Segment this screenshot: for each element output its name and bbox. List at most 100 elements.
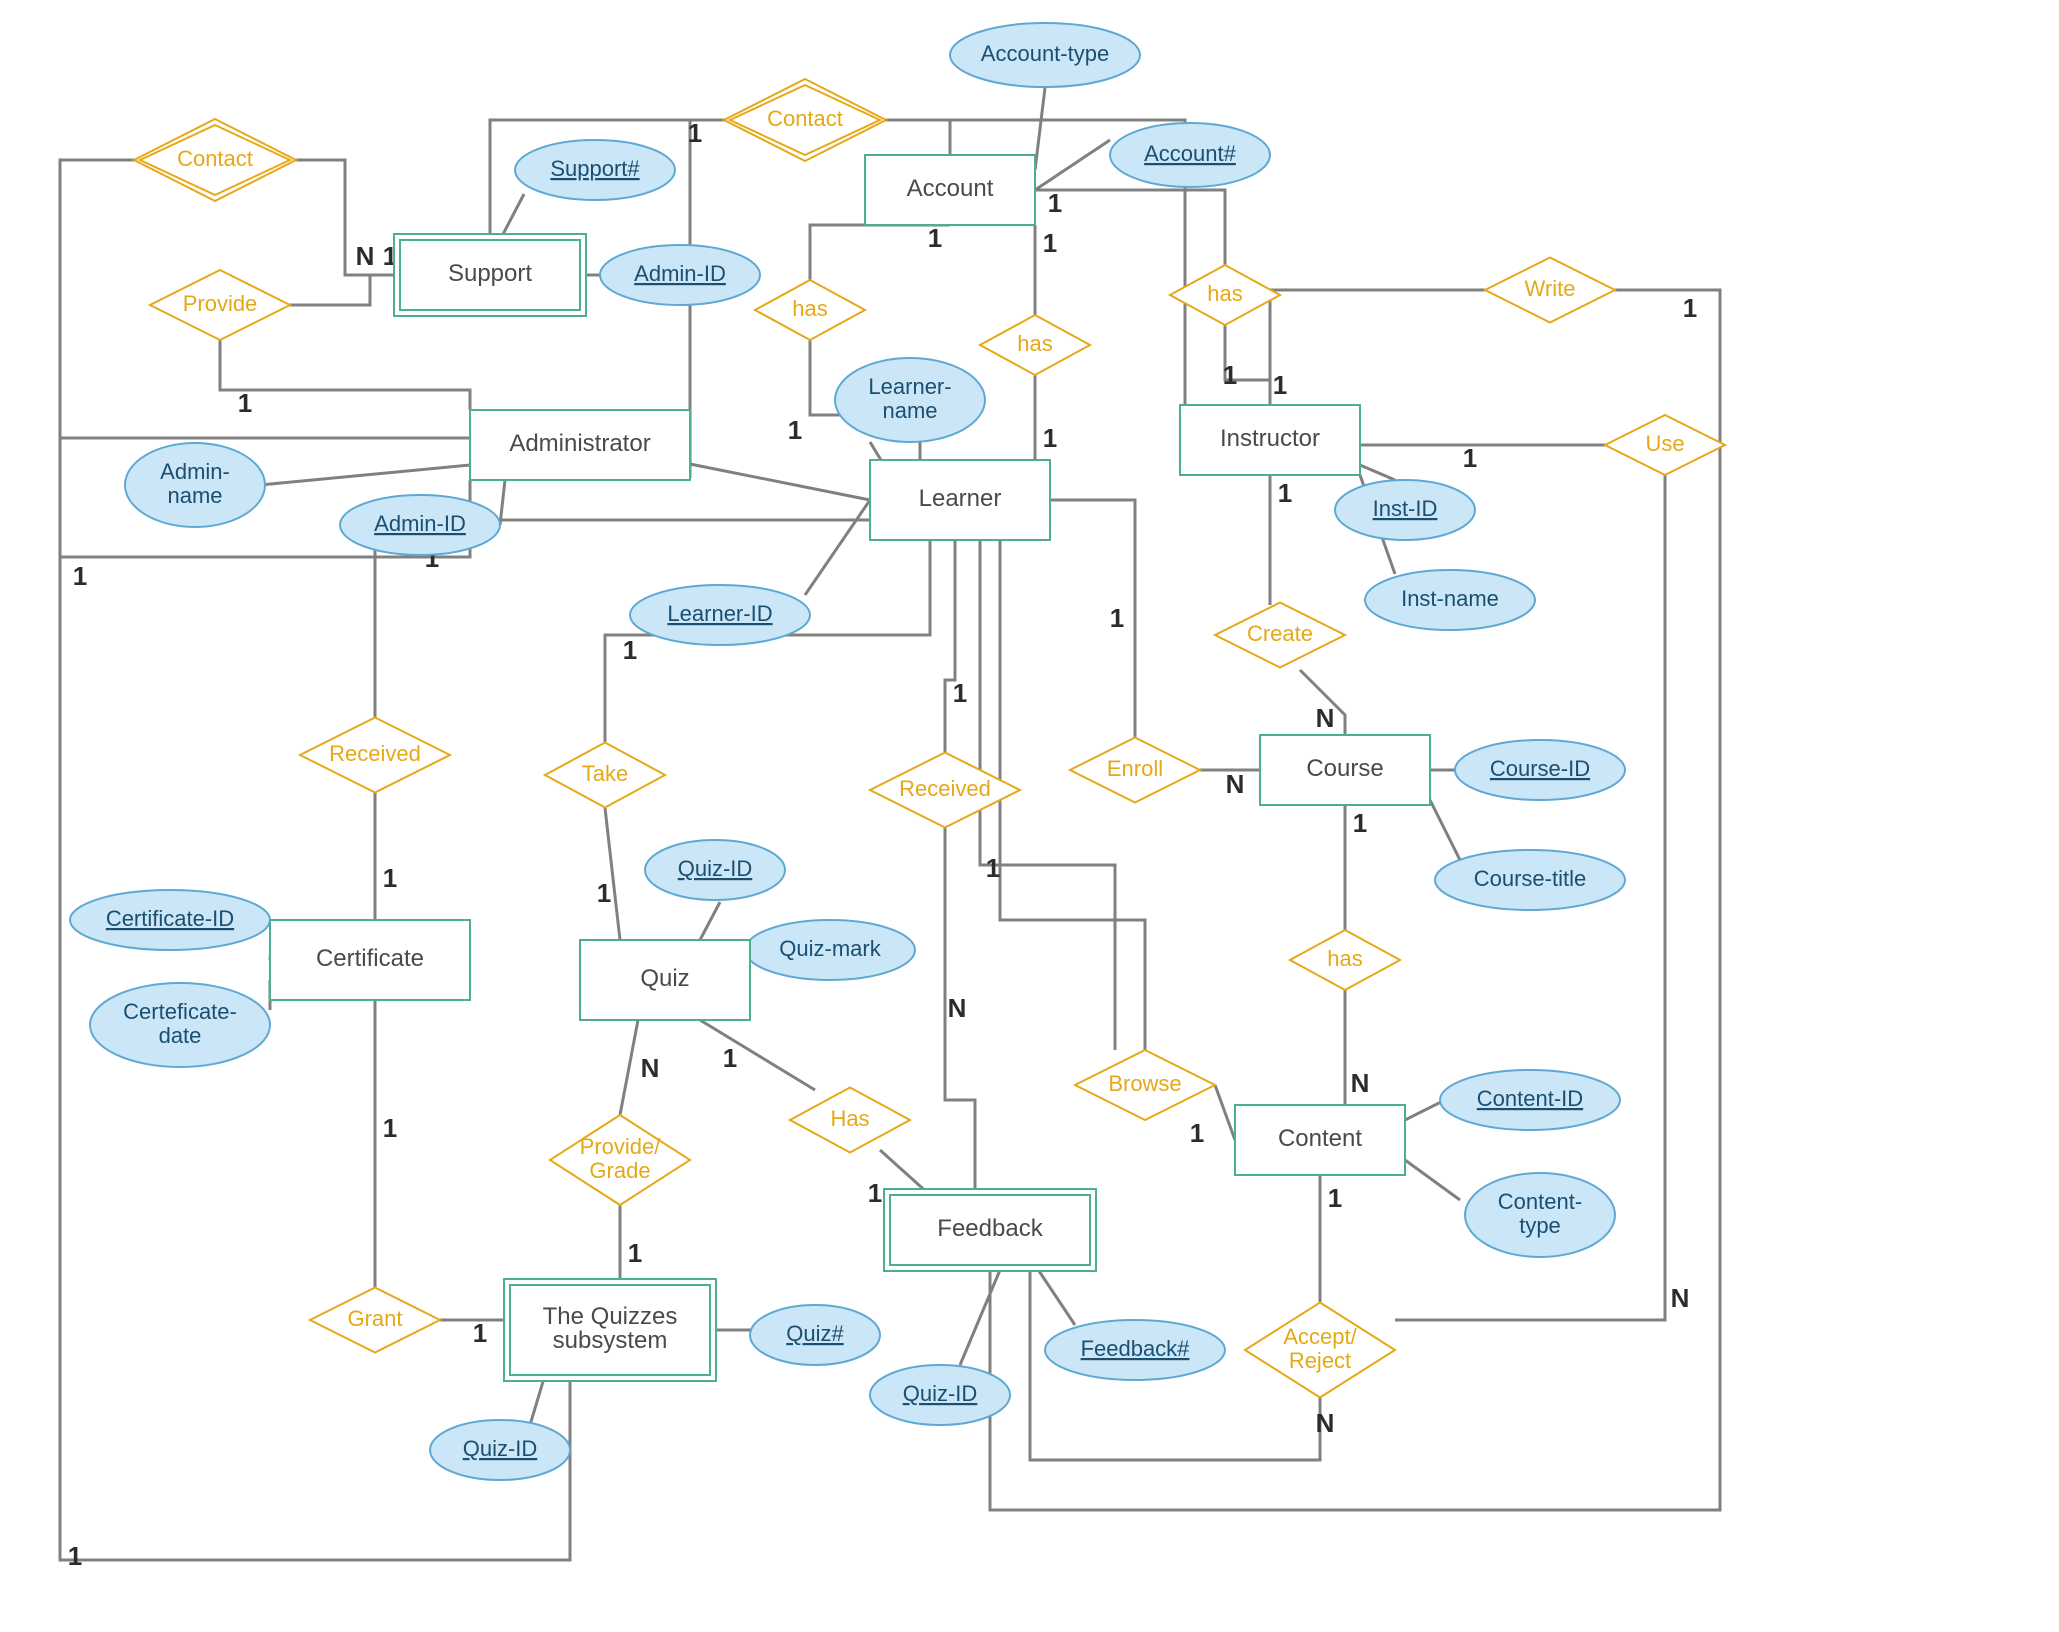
rel-r_contact2: Contact bbox=[724, 79, 886, 161]
rel-r_received2: Received bbox=[870, 753, 1020, 828]
svg-text:1: 1 bbox=[1048, 188, 1062, 218]
svg-text:Provide/Grade: Provide/Grade bbox=[580, 1134, 662, 1183]
rel-r_provide: Provide bbox=[150, 270, 290, 340]
svg-text:1: 1 bbox=[1683, 293, 1697, 323]
svg-text:Learner-ID: Learner-ID bbox=[667, 601, 772, 626]
svg-text:has: has bbox=[1017, 331, 1052, 356]
svg-text:1: 1 bbox=[1328, 1183, 1342, 1213]
attr-a_instid: Inst-ID bbox=[1335, 480, 1475, 540]
svg-text:1: 1 bbox=[868, 1178, 882, 1208]
svg-text:has: has bbox=[1207, 281, 1242, 306]
rel-r_hascourse: has bbox=[1290, 930, 1400, 990]
attr-a_certdate: Certeficate-date bbox=[90, 983, 270, 1067]
svg-text:Inst-name: Inst-name bbox=[1401, 586, 1499, 611]
rel-r_write: Write bbox=[1485, 258, 1615, 323]
svg-text:1: 1 bbox=[1223, 360, 1237, 390]
svg-text:Received: Received bbox=[329, 741, 421, 766]
svg-text:has: has bbox=[792, 296, 827, 321]
attr-a_accountno: Account# bbox=[1110, 123, 1270, 187]
svg-text:Administrator: Administrator bbox=[509, 430, 650, 457]
svg-text:Accept/Reject: Accept/Reject bbox=[1283, 1324, 1357, 1373]
svg-text:Feedback#: Feedback# bbox=[1081, 1336, 1191, 1361]
attr-a_quizno: Quiz# bbox=[750, 1305, 880, 1365]
svg-text:Admin-ID: Admin-ID bbox=[634, 261, 726, 286]
attr-a_courseid: Course-ID bbox=[1455, 740, 1625, 800]
attr-a_fbno: Feedback# bbox=[1045, 1320, 1225, 1380]
svg-text:1: 1 bbox=[788, 415, 802, 445]
svg-text:Quiz: Quiz bbox=[640, 965, 689, 992]
svg-text:1: 1 bbox=[723, 1043, 737, 1073]
svg-text:Received: Received bbox=[899, 776, 991, 801]
attr-a_quizid: Quiz-ID bbox=[645, 840, 785, 900]
svg-text:1: 1 bbox=[473, 1318, 487, 1348]
svg-text:N: N bbox=[1226, 769, 1245, 799]
attr-a_adminname: Admin-name bbox=[125, 443, 265, 527]
attr-a_learnerid: Learner-ID bbox=[630, 585, 810, 645]
svg-text:Quiz-mark: Quiz-mark bbox=[779, 936, 881, 961]
svg-text:1: 1 bbox=[383, 863, 397, 893]
svg-text:Certificate: Certificate bbox=[316, 945, 424, 972]
svg-text:1: 1 bbox=[628, 1238, 642, 1268]
svg-text:1: 1 bbox=[1278, 478, 1292, 508]
svg-text:Create: Create bbox=[1247, 621, 1313, 646]
svg-text:1: 1 bbox=[1353, 808, 1367, 838]
svg-text:Provide: Provide bbox=[183, 291, 258, 316]
attr-a_coursetitle: Course-title bbox=[1435, 850, 1625, 910]
svg-text:Contact: Contact bbox=[767, 106, 843, 131]
svg-text:1: 1 bbox=[1110, 603, 1124, 633]
entity-account: Account bbox=[865, 155, 1035, 225]
attr-a_certid: Certificate-ID bbox=[70, 890, 270, 950]
svg-text:N: N bbox=[948, 993, 967, 1023]
svg-text:Learner: Learner bbox=[919, 485, 1002, 512]
svg-text:Feedback: Feedback bbox=[937, 1215, 1043, 1242]
svg-text:1: 1 bbox=[986, 853, 1000, 883]
svg-text:Inst-ID: Inst-ID bbox=[1373, 496, 1438, 521]
entity-quizsys: The Quizzessubsystem bbox=[504, 1279, 716, 1381]
svg-text:Certificate-ID: Certificate-ID bbox=[106, 906, 234, 931]
attr-a_quizid2: Quiz-ID bbox=[430, 1420, 570, 1480]
svg-text:Account: Account bbox=[907, 175, 994, 202]
entity-quiz: Quiz bbox=[580, 940, 750, 1020]
svg-text:Course-ID: Course-ID bbox=[1490, 756, 1590, 781]
svg-text:Support: Support bbox=[448, 260, 532, 287]
svg-text:N: N bbox=[1316, 1408, 1335, 1438]
entity-administrator: Administrator bbox=[470, 410, 690, 480]
entity-course: Course bbox=[1260, 735, 1430, 805]
svg-text:Admin-name: Admin-name bbox=[160, 459, 230, 508]
svg-text:N: N bbox=[356, 241, 375, 271]
entity-content: Content bbox=[1235, 1105, 1405, 1175]
svg-text:Browse: Browse bbox=[1108, 1071, 1181, 1096]
svg-text:Admin-ID: Admin-ID bbox=[374, 511, 466, 536]
svg-text:has: has bbox=[1327, 946, 1362, 971]
svg-text:1: 1 bbox=[238, 388, 252, 418]
svg-text:Take: Take bbox=[582, 761, 628, 786]
rel-r_contact1: Contact bbox=[134, 119, 296, 201]
rel-r_has1: has bbox=[755, 280, 865, 340]
svg-text:1: 1 bbox=[383, 1113, 397, 1143]
svg-text:1: 1 bbox=[1463, 443, 1477, 473]
svg-text:Enroll: Enroll bbox=[1107, 756, 1163, 781]
rel-r_use: Use bbox=[1605, 415, 1725, 475]
entity-certificate: Certificate bbox=[270, 920, 470, 1000]
rel-r_create: Create bbox=[1215, 603, 1345, 668]
svg-text:Instructor: Instructor bbox=[1220, 425, 1320, 452]
svg-text:1: 1 bbox=[688, 118, 702, 148]
svg-text:N: N bbox=[641, 1053, 660, 1083]
svg-text:Quiz#: Quiz# bbox=[786, 1321, 844, 1346]
svg-text:1: 1 bbox=[1190, 1118, 1204, 1148]
svg-text:1: 1 bbox=[73, 561, 87, 591]
attr-a_quizmark: Quiz-mark bbox=[745, 920, 915, 980]
svg-text:1: 1 bbox=[1043, 228, 1057, 258]
svg-text:Quiz-ID: Quiz-ID bbox=[678, 856, 753, 881]
attr-a_instname: Inst-name bbox=[1365, 570, 1535, 630]
rel-r_provgrade: Provide/Grade bbox=[550, 1115, 690, 1205]
rel-r_enroll: Enroll bbox=[1070, 738, 1200, 803]
svg-text:Course-title: Course-title bbox=[1474, 866, 1586, 891]
rel-r_browse: Browse bbox=[1075, 1050, 1215, 1120]
rel-r_accrej: Accept/Reject bbox=[1245, 1303, 1395, 1398]
svg-text:1: 1 bbox=[928, 223, 942, 253]
svg-text:Contact: Contact bbox=[177, 146, 253, 171]
rel-r_hasfb: Has bbox=[790, 1088, 910, 1153]
svg-text:N: N bbox=[1316, 703, 1335, 733]
svg-text:Has: Has bbox=[830, 1106, 869, 1131]
